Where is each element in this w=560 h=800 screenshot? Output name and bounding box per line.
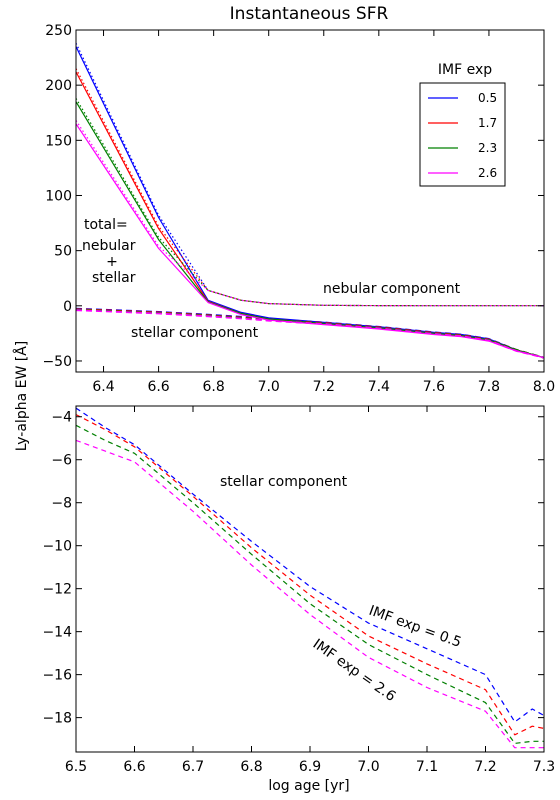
legend-label: 2.6 — [478, 166, 497, 180]
series-2.3-stellar — [76, 424, 544, 745]
x-tick-label: 7.2 — [474, 759, 496, 775]
y-tick-label: −14 — [42, 625, 72, 641]
axis-ticks: 6.5 6.6 6.7 6.8 6.9 7.0 7.1 7.2 7.3 −4 −6 −8 −10 −12 −… — [42, 406, 555, 775]
x-tick-label: 7.8 — [478, 379, 500, 395]
x-tick-label: 7.3 — [533, 759, 555, 775]
legend-label: 2.3 — [478, 141, 497, 155]
y-tick-label: 0 — [63, 299, 72, 315]
x-tick-label: 6.8 — [240, 759, 262, 775]
y-tick-label: 200 — [45, 78, 72, 94]
x-tick-label: 7.0 — [258, 379, 280, 395]
y-tick-label: −6 — [51, 453, 72, 469]
annotation-nebular: nebular — [82, 238, 136, 254]
y-tick-label: −16 — [42, 668, 72, 684]
y-tick-label: 250 — [45, 23, 72, 39]
annotation-stellar-component-bottom: stellar component — [220, 474, 348, 490]
chart-title: Instantaneous SFR — [230, 4, 389, 24]
plot-frame — [75, 405, 545, 753]
series-0.5-stellar — [76, 407, 544, 723]
legend-label: 1.7 — [478, 116, 497, 130]
y-tick-label: −8 — [51, 496, 72, 512]
y-tick-label: −18 — [42, 711, 72, 727]
axis-ticks: 6.4 6.6 6.8 7.0 7.2 7.4 7.6 7.8 8.0 250 200 150 100 5… — [42, 23, 555, 395]
x-tick-label: 6.6 — [123, 759, 145, 775]
series-lines — [76, 407, 544, 749]
series-2.3-nebular — [76, 98, 544, 307]
x-tick-label: 6.5 — [65, 759, 87, 775]
legend-label: 0.5 — [478, 91, 497, 105]
y-tick-label: −10 — [42, 539, 72, 555]
x-tick-label: 7.1 — [416, 759, 438, 775]
series-2.6-stellar — [76, 439, 544, 749]
x-tick-label: 6.7 — [182, 759, 204, 775]
series-1.7-stellar — [76, 414, 544, 736]
bottom-panel: 6.5 6.6 6.7 6.8 6.9 7.0 7.1 7.2 7.3 −4 −6 −8 −10 −12 −… — [42, 405, 555, 775]
annotation-nebular-component: nebular component — [323, 281, 461, 297]
y-tick-label: −4 — [51, 410, 72, 426]
x-tick-label: 7.4 — [368, 379, 390, 395]
annotation-stellar-component-top: stellar component — [131, 325, 259, 341]
y-tick-label: 100 — [45, 188, 72, 204]
x-tick-label: 7.2 — [313, 379, 335, 395]
series-2.6-nebular — [76, 120, 544, 307]
legend-items: 0.5 1.7 2.3 2.6 — [428, 91, 497, 180]
y-tick-label: 150 — [45, 133, 72, 149]
x-tick-label: 8.0 — [533, 379, 555, 395]
x-tick-label: 7.0 — [357, 759, 379, 775]
series-2.6-total — [76, 123, 544, 359]
annotation-plus: + — [106, 254, 118, 270]
x-tick-label: 7.6 — [423, 379, 445, 395]
x-tick-label: 6.8 — [203, 379, 225, 395]
legend: IMF exp 0.5 1.7 2.3 2.6 — [419, 62, 506, 187]
y-tick-label: −12 — [42, 582, 72, 598]
top-panel: 6.4 6.6 6.8 7.0 7.2 7.4 7.6 7.8 8.0 250 200 150 100 5… — [42, 23, 555, 395]
series-lines — [76, 42, 544, 359]
x-tick-label: 6.4 — [92, 379, 114, 395]
x-axis-label: log age [yr] — [268, 778, 349, 794]
legend-title: IMF exp — [438, 62, 492, 78]
y-axis-label: Ly-alpha EW [Å] — [13, 341, 30, 452]
y-tick-label: 50 — [54, 244, 72, 260]
legend-box — [419, 82, 506, 187]
annotation-total: total= — [84, 217, 128, 233]
x-tick-label: 6.9 — [299, 759, 321, 775]
annotation-stellar: stellar — [92, 270, 136, 286]
annotation-imf-low: IMF exp = 2.6 — [310, 636, 399, 705]
y-tick-label: −50 — [42, 354, 72, 370]
x-tick-label: 6.6 — [147, 379, 169, 395]
plot-frame — [75, 29, 545, 373]
